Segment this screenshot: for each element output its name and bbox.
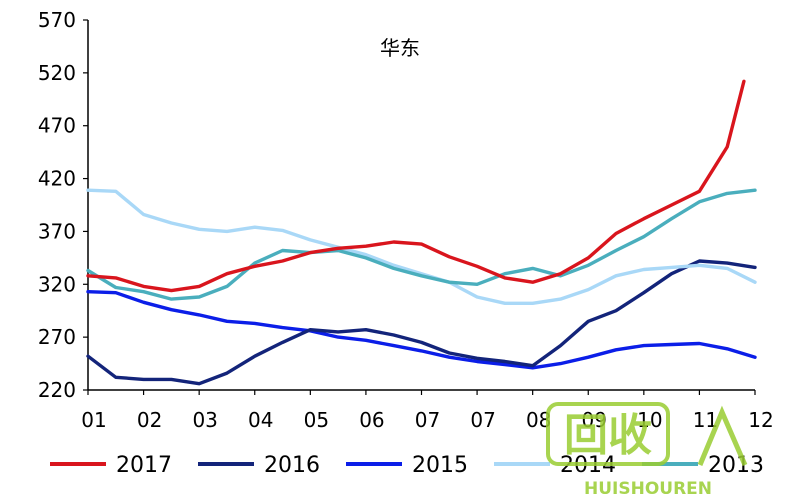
x-tick-label: 05 — [304, 408, 329, 432]
y-tick-group: 220 270 320 370 420 470 520 570 — [38, 8, 88, 402]
legend-label-2016: 2016 — [264, 453, 320, 478]
x-tick-label: 07 — [470, 408, 495, 432]
legend-label-2015: 2015 — [412, 453, 468, 478]
x-tick-label: 12 — [748, 408, 773, 432]
legend-label-2013: 2013 — [708, 453, 764, 478]
y-tick-label: 220 — [38, 378, 76, 402]
chart-title: 华东 — [380, 36, 420, 60]
x-tick-group: 01 02 03 04 05 06 07 07 08 09 10 11 12 — [81, 390, 774, 432]
y-tick-label: 370 — [38, 219, 76, 243]
series-line-2016 — [86, 259, 757, 386]
axes — [87, 20, 755, 391]
watermark-en-text: HUISHOUREN — [584, 479, 712, 499]
series-line-2015 — [86, 290, 757, 370]
watermark-person-icon — [697, 405, 748, 466]
watermark-badge — [546, 402, 670, 466]
series-line-2013 — [86, 188, 757, 301]
y-tick-label: 320 — [38, 272, 76, 296]
series-line-2014 — [86, 188, 757, 305]
x-tick-label: 01 — [81, 408, 106, 432]
y-tick-label: 420 — [38, 167, 76, 191]
x-tick-label: 06 — [359, 408, 384, 432]
y-tick-label: 470 — [38, 114, 76, 138]
x-tick-label: 10 — [637, 408, 662, 432]
watermark-cn-text: 回收 — [564, 410, 652, 461]
y-tick-label: 270 — [38, 325, 76, 349]
x-tick-label: 02 — [137, 408, 162, 432]
watermark-logo: 回收 HUISHOUREN — [546, 402, 748, 499]
y-tick-label: 570 — [38, 8, 76, 32]
x-tick-label: 07 — [415, 408, 440, 432]
series-line-2017 — [86, 79, 746, 293]
x-tick-label: 03 — [192, 408, 217, 432]
legend-label-2017: 2017 — [116, 453, 172, 478]
series-group — [86, 79, 757, 386]
x-tick-label: 04 — [248, 408, 273, 432]
y-tick-label: 520 — [38, 61, 76, 85]
x-tick-label: 09 — [582, 408, 607, 432]
legend: 2017 2016 2015 2014 2013 — [50, 453, 764, 478]
